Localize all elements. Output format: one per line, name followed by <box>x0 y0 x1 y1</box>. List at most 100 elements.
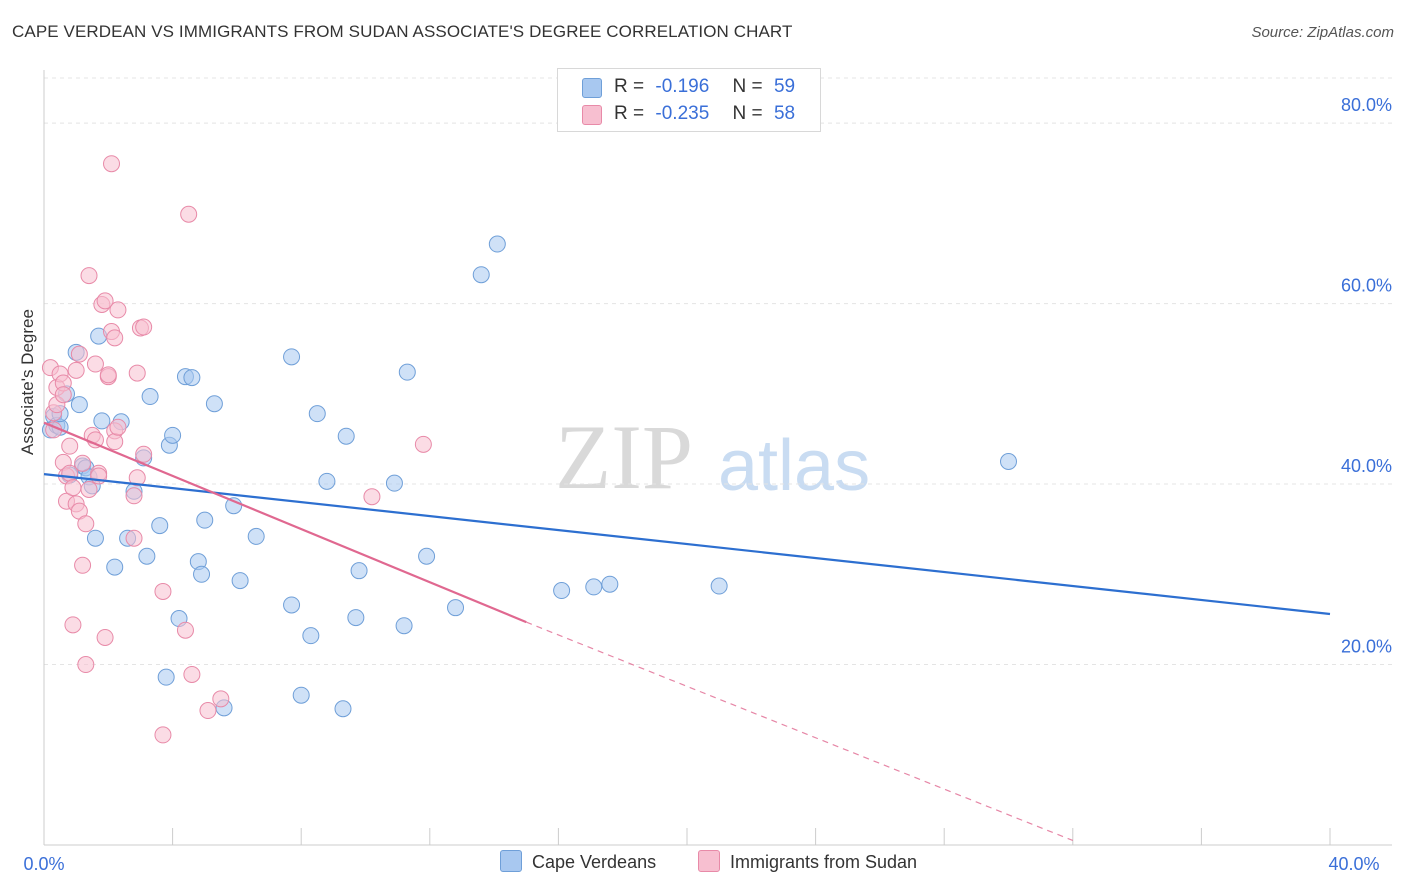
point-sudan <box>135 445 153 463</box>
point-sudan <box>109 418 127 436</box>
y-tick-label: 40.0% <box>1341 456 1392 476</box>
y-tick-label: 60.0% <box>1341 276 1392 296</box>
legend-r-value: -0.235 <box>655 103 710 124</box>
point-sudan <box>109 301 127 319</box>
point-cape-verdean <box>585 578 603 596</box>
point-cape-verdean <box>710 577 728 595</box>
bottom-legend-label: Cape Verdeans <box>532 852 657 872</box>
point-sudan <box>199 702 217 720</box>
chart-title: CAPE VERDEAN VS IMMIGRANTS FROM SUDAN AS… <box>12 22 793 41</box>
legend-swatch-blue <box>582 78 602 98</box>
point-sudan <box>414 435 432 453</box>
legend-r-label: R = <box>614 103 645 124</box>
point-sudan <box>128 469 146 487</box>
point-cape-verdean <box>318 472 336 490</box>
point-sudan <box>96 628 114 646</box>
watermark: ZIP atlas <box>555 406 870 508</box>
legend-r-value: -0.196 <box>655 76 710 97</box>
point-sudan <box>180 205 198 223</box>
point-cape-verdean <box>157 668 175 686</box>
data-points <box>41 155 1017 744</box>
point-sudan <box>74 556 92 574</box>
point-cape-verdean <box>106 558 124 576</box>
bottom-legend-sudan: Immigrants from Sudan <box>698 850 918 874</box>
point-sudan <box>77 515 95 533</box>
point-sudan <box>135 318 153 336</box>
point-cape-verdean <box>418 547 436 565</box>
point-sudan <box>106 433 124 451</box>
y-tick-label: 20.0% <box>1341 637 1392 657</box>
x-tick-label-max: 40.0% <box>1328 854 1379 874</box>
point-sudan <box>80 267 98 285</box>
trend-line-sudan <box>43 421 527 624</box>
point-cape-verdean <box>398 363 416 381</box>
point-cape-verdean <box>302 627 320 645</box>
axes <box>43 70 1392 846</box>
point-cape-verdean <box>164 426 182 444</box>
watermark-atlas: atlas <box>718 426 870 506</box>
point-sudan <box>74 454 92 472</box>
point-cape-verdean <box>292 686 310 704</box>
point-sudan <box>64 479 82 497</box>
point-cape-verdean <box>472 266 490 284</box>
point-cape-verdean <box>231 572 249 590</box>
legend-swatch-pink <box>582 105 602 125</box>
correlation-legend: R = -0.196 N = 59 R = -0.235 N = 58 <box>557 68 821 132</box>
bottom-legend-cape-verdeans: Cape Verdeans <box>500 850 657 874</box>
point-cape-verdean <box>347 609 365 627</box>
point-cape-verdean <box>385 474 403 492</box>
trend-line-cape-verdeans <box>43 473 1331 616</box>
point-sudan <box>80 480 98 498</box>
point-cape-verdean <box>70 396 88 414</box>
point-sudan <box>125 487 143 505</box>
point-cape-verdean <box>601 575 619 593</box>
point-sudan <box>176 621 194 639</box>
point-cape-verdean <box>138 547 156 565</box>
point-sudan <box>77 656 95 674</box>
point-cape-verdean <box>308 405 326 423</box>
point-sudan <box>154 726 172 744</box>
legend-n-value: 58 <box>773 103 796 124</box>
point-cape-verdean <box>141 388 159 406</box>
point-sudan <box>183 665 201 683</box>
trend-lines <box>43 421 1331 842</box>
point-sudan <box>67 361 85 379</box>
point-cape-verdean <box>350 562 368 580</box>
point-sudan <box>99 366 117 384</box>
point-sudan <box>212 690 230 708</box>
point-sudan <box>64 616 82 634</box>
legend-n-value: 59 <box>773 76 796 97</box>
point-cape-verdean <box>183 369 201 387</box>
y-tick-label: 80.0% <box>1341 95 1392 115</box>
legend-n-label: N = <box>732 103 763 124</box>
point-cape-verdean <box>447 599 465 617</box>
point-sudan <box>61 437 79 455</box>
x-tick-label-min: 0.0% <box>23 854 64 874</box>
point-sudan <box>54 386 72 404</box>
point-sudan <box>125 529 143 547</box>
point-cape-verdean <box>151 517 169 535</box>
point-cape-verdean <box>337 427 355 445</box>
point-cape-verdean <box>488 235 506 253</box>
point-sudan <box>154 582 172 600</box>
point-cape-verdean <box>196 511 214 529</box>
point-cape-verdean <box>1000 453 1017 470</box>
bottom-legend-swatch-pink <box>698 850 720 873</box>
point-sudan <box>96 292 114 310</box>
source-label: Source: ZipAtlas.com <box>1251 24 1394 41</box>
y-tick-labels: 20.0% 40.0% 60.0% 80.0% <box>1341 95 1392 656</box>
point-sudan <box>103 155 121 173</box>
point-cape-verdean <box>553 582 571 600</box>
point-cape-verdean <box>395 617 413 635</box>
bottom-legend-label: Immigrants from Sudan <box>730 852 918 872</box>
point-cape-verdean <box>205 395 223 413</box>
point-sudan <box>363 488 381 506</box>
point-cape-verdean <box>283 348 301 366</box>
bottom-legend-swatch-blue <box>500 850 522 873</box>
point-cape-verdean <box>334 700 352 718</box>
point-cape-verdean <box>93 412 111 430</box>
y-axis-label: Associate's Degree <box>18 309 37 455</box>
legend-r-label: R = <box>614 76 645 97</box>
point-sudan <box>106 329 124 347</box>
